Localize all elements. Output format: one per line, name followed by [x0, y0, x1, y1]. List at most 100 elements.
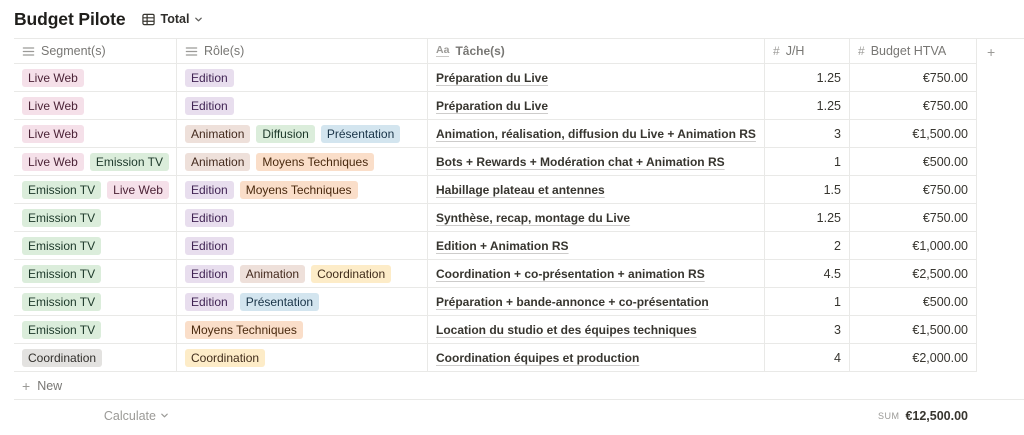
roles-cell[interactable]: Moyens Techniques — [177, 316, 428, 344]
row-filler — [977, 288, 1024, 316]
segments-cell[interactable]: Emission TV — [14, 316, 177, 344]
tag: Moyens Techniques — [239, 180, 358, 199]
column-header-budget[interactable]: # Budget HTVA — [850, 39, 977, 64]
topbar: Budget Pilote Total — [0, 0, 1024, 38]
column-header-roles[interactable]: Rôle(s) — [177, 39, 428, 64]
table-row: Live Web Edition Préparation du Live 1.25 €7… — [14, 92, 1024, 120]
task-cell[interactable]: Préparation du Live — [428, 64, 765, 92]
calculate-button[interactable]: Calculate — [14, 400, 177, 432]
jh-cell[interactable]: 1 — [765, 288, 850, 316]
roles-cell[interactable]: Edition — [177, 64, 428, 92]
roles-cell[interactable]: Edition Animation Coordination — [177, 260, 428, 288]
jh-cell[interactable]: 4.5 — [765, 260, 850, 288]
jh-cell[interactable]: 1 — [765, 148, 850, 176]
segments-cell[interactable]: Emission TV — [14, 232, 177, 260]
task-title: Coordination + co-présentation + animati… — [436, 266, 705, 281]
jh-cell[interactable]: 3 — [765, 120, 850, 148]
column-header-label: Segment(s) — [41, 44, 106, 58]
budget-cell[interactable]: €750.00 — [850, 92, 977, 120]
tag: Coordination — [22, 348, 103, 367]
column-header-jh[interactable]: # J/H — [765, 39, 850, 64]
task-cell[interactable]: Synthèse, recap, montage du Live — [428, 204, 765, 232]
table-row: Emission TV Moyens Techniques Location du … — [14, 316, 1024, 344]
jh-cell[interactable]: 1.5 — [765, 176, 850, 204]
row-filler — [977, 64, 1024, 92]
task-cell[interactable]: Bots + Rewards + Modération chat + Anima… — [428, 148, 765, 176]
table-row: Emission TV Edition Présentation Préparatio… — [14, 288, 1024, 316]
task-cell[interactable]: Préparation + bande-annonce + co-présent… — [428, 288, 765, 316]
budget-cell[interactable]: €2,500.00 — [850, 260, 977, 288]
roles-cell[interactable]: Edition — [177, 92, 428, 120]
task-cell[interactable]: Location du studio et des équipes techni… — [428, 316, 765, 344]
table-body: Live Web Edition Préparation du Live 1.25 €7… — [0, 64, 1024, 372]
sum-aggregate[interactable]: SUM €12,500.00 — [878, 400, 968, 432]
segments-cell[interactable]: Emission TV — [14, 288, 177, 316]
segments-cell[interactable]: Emission TV — [14, 260, 177, 288]
roles-cell[interactable]: Edition Présentation — [177, 288, 428, 316]
tag: Live Web — [107, 180, 169, 199]
add-column-button[interactable]: + — [977, 39, 1024, 64]
plus-icon: + — [22, 377, 31, 394]
task-cell[interactable]: Préparation du Live — [428, 92, 765, 120]
new-row-button[interactable]: + New — [14, 372, 1024, 400]
multi-select-icon — [22, 45, 35, 58]
page-title[interactable]: Budget Pilote — [14, 8, 126, 29]
budget-cell[interactable]: €750.00 — [850, 64, 977, 92]
row-filler — [977, 316, 1024, 344]
jh-cell[interactable]: 1.25 — [765, 204, 850, 232]
budget-cell[interactable]: €2,000.00 — [850, 344, 977, 372]
jh-cell[interactable]: 1.25 — [765, 64, 850, 92]
segments-cell[interactable]: Emission TV — [14, 204, 177, 232]
task-cell[interactable]: Coordination équipes et production — [428, 344, 765, 372]
column-header-segments[interactable]: Segment(s) — [14, 39, 177, 64]
jh-cell[interactable]: 1.25 — [765, 92, 850, 120]
budget-cell[interactable]: €1,500.00 — [850, 316, 977, 344]
table-row: Coordination Coordination Coordination équ… — [14, 344, 1024, 372]
table-header-row: Segment(s) Rôle(s) Aa Tâche(s) # J/H # B… — [14, 38, 1024, 64]
budget-cell[interactable]: €750.00 — [850, 176, 977, 204]
roles-cell[interactable]: Coordination — [177, 344, 428, 372]
roles-cell[interactable]: Edition Moyens Techniques — [177, 176, 428, 204]
roles-cell[interactable]: Animation Diffusion Présentation — [177, 120, 428, 148]
budget-table: Segment(s) Rôle(s) Aa Tâche(s) # J/H # B… — [0, 38, 1024, 434]
tag: Edition — [185, 208, 234, 227]
budget-cell[interactable]: €750.00 — [850, 204, 977, 232]
column-header-task[interactable]: Aa Tâche(s) — [428, 39, 765, 64]
budget-cell[interactable]: €500.00 — [850, 288, 977, 316]
jh-cell[interactable]: 2 — [765, 232, 850, 260]
view-tab-total[interactable]: Total — [142, 12, 203, 26]
jh-cell[interactable]: 3 — [765, 316, 850, 344]
multi-select-icon — [185, 45, 198, 58]
segments-cell[interactable]: Live Web — [14, 120, 177, 148]
segments-cell[interactable]: Emission TV Live Web — [14, 176, 177, 204]
table-footer: Calculate SUM €12,500.00 — [14, 400, 1024, 434]
tag: Emission TV — [22, 292, 102, 311]
segments-cell[interactable]: Live Web Emission TV — [14, 148, 177, 176]
task-cell[interactable]: Coordination + co-présentation + animati… — [428, 260, 765, 288]
segments-cell[interactable]: Live Web — [14, 64, 177, 92]
budget-cell[interactable]: €500.00 — [850, 148, 977, 176]
task-cell[interactable]: Habillage plateau et antennes — [428, 176, 765, 204]
tag: Emission TV — [22, 180, 102, 199]
table-row: Emission TV Edition Animation Coordination C… — [14, 260, 1024, 288]
task-title: Bots + Rewards + Modération chat + Anima… — [436, 154, 725, 169]
jh-cell[interactable]: 4 — [765, 344, 850, 372]
table-row: Live Web Emission TV Animation Moyens Techn… — [14, 148, 1024, 176]
segments-cell[interactable]: Coordination — [14, 344, 177, 372]
tag: Animation — [239, 264, 306, 283]
tag: Moyens Techniques — [185, 320, 303, 339]
roles-cell[interactable]: Edition — [177, 204, 428, 232]
roles-cell[interactable]: Edition — [177, 232, 428, 260]
segments-cell[interactable]: Live Web — [14, 92, 177, 120]
budget-cell[interactable]: €1,500.00 — [850, 120, 977, 148]
row-filler — [977, 120, 1024, 148]
task-title: Préparation du Live — [436, 98, 549, 113]
chevron-down-icon — [194, 15, 203, 24]
task-cell[interactable]: Edition + Animation RS — [428, 232, 765, 260]
tag: Live Web — [22, 124, 84, 143]
table-row: Emission TV Edition Synthèse, recap, monta… — [14, 204, 1024, 232]
task-cell[interactable]: Animation, réalisation, diffusion du Liv… — [428, 120, 765, 148]
roles-cell[interactable]: Animation Moyens Techniques — [177, 148, 428, 176]
budget-cell[interactable]: €1,000.00 — [850, 232, 977, 260]
table-view-icon — [142, 13, 156, 26]
